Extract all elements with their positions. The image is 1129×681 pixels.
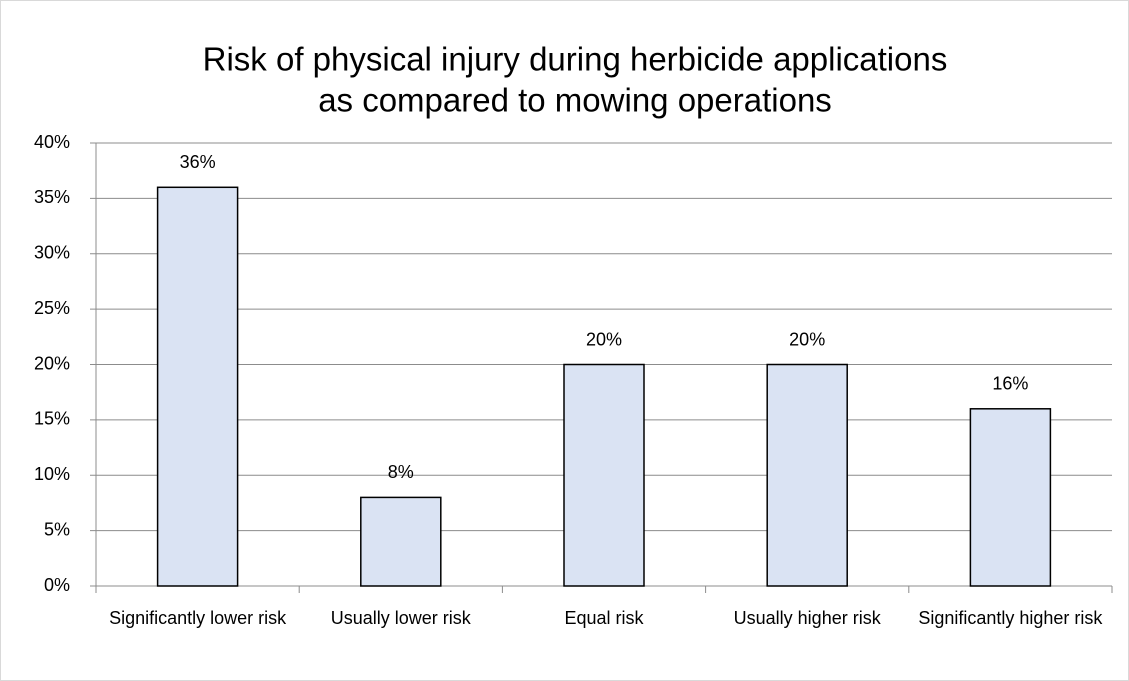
x-tick-label: Significantly higher risk (918, 608, 1103, 628)
y-tick-label: 20% (34, 353, 70, 373)
data-label: 16% (992, 374, 1028, 394)
chart-title: Risk of physical injury during herbicide… (203, 41, 948, 78)
data-label: 20% (586, 329, 622, 349)
data-label: 36% (180, 152, 216, 172)
x-tick-label: Equal risk (564, 608, 644, 628)
y-tick-label: 15% (34, 409, 70, 429)
x-tick-label: Usually lower risk (330, 608, 471, 628)
x-tick-label: Significantly lower risk (109, 608, 287, 628)
y-tick-label: 25% (34, 298, 70, 318)
y-tick-label: 0% (44, 575, 70, 595)
bar (969, 408, 1052, 587)
y-tick-label: 5% (44, 519, 70, 539)
chart-title: as compared to mowing operations (318, 82, 832, 119)
bar (563, 363, 645, 587)
data-label: 8% (388, 462, 414, 482)
bar (766, 363, 848, 587)
x-tick-label: Usually higher risk (733, 608, 881, 628)
y-tick-label: 40% (34, 132, 70, 152)
y-tick-label: 35% (34, 187, 70, 207)
bar (156, 186, 239, 587)
data-label: 20% (789, 329, 825, 349)
y-tick-label: 30% (34, 243, 70, 263)
bar (360, 496, 442, 587)
y-tick-label: 10% (34, 464, 70, 484)
